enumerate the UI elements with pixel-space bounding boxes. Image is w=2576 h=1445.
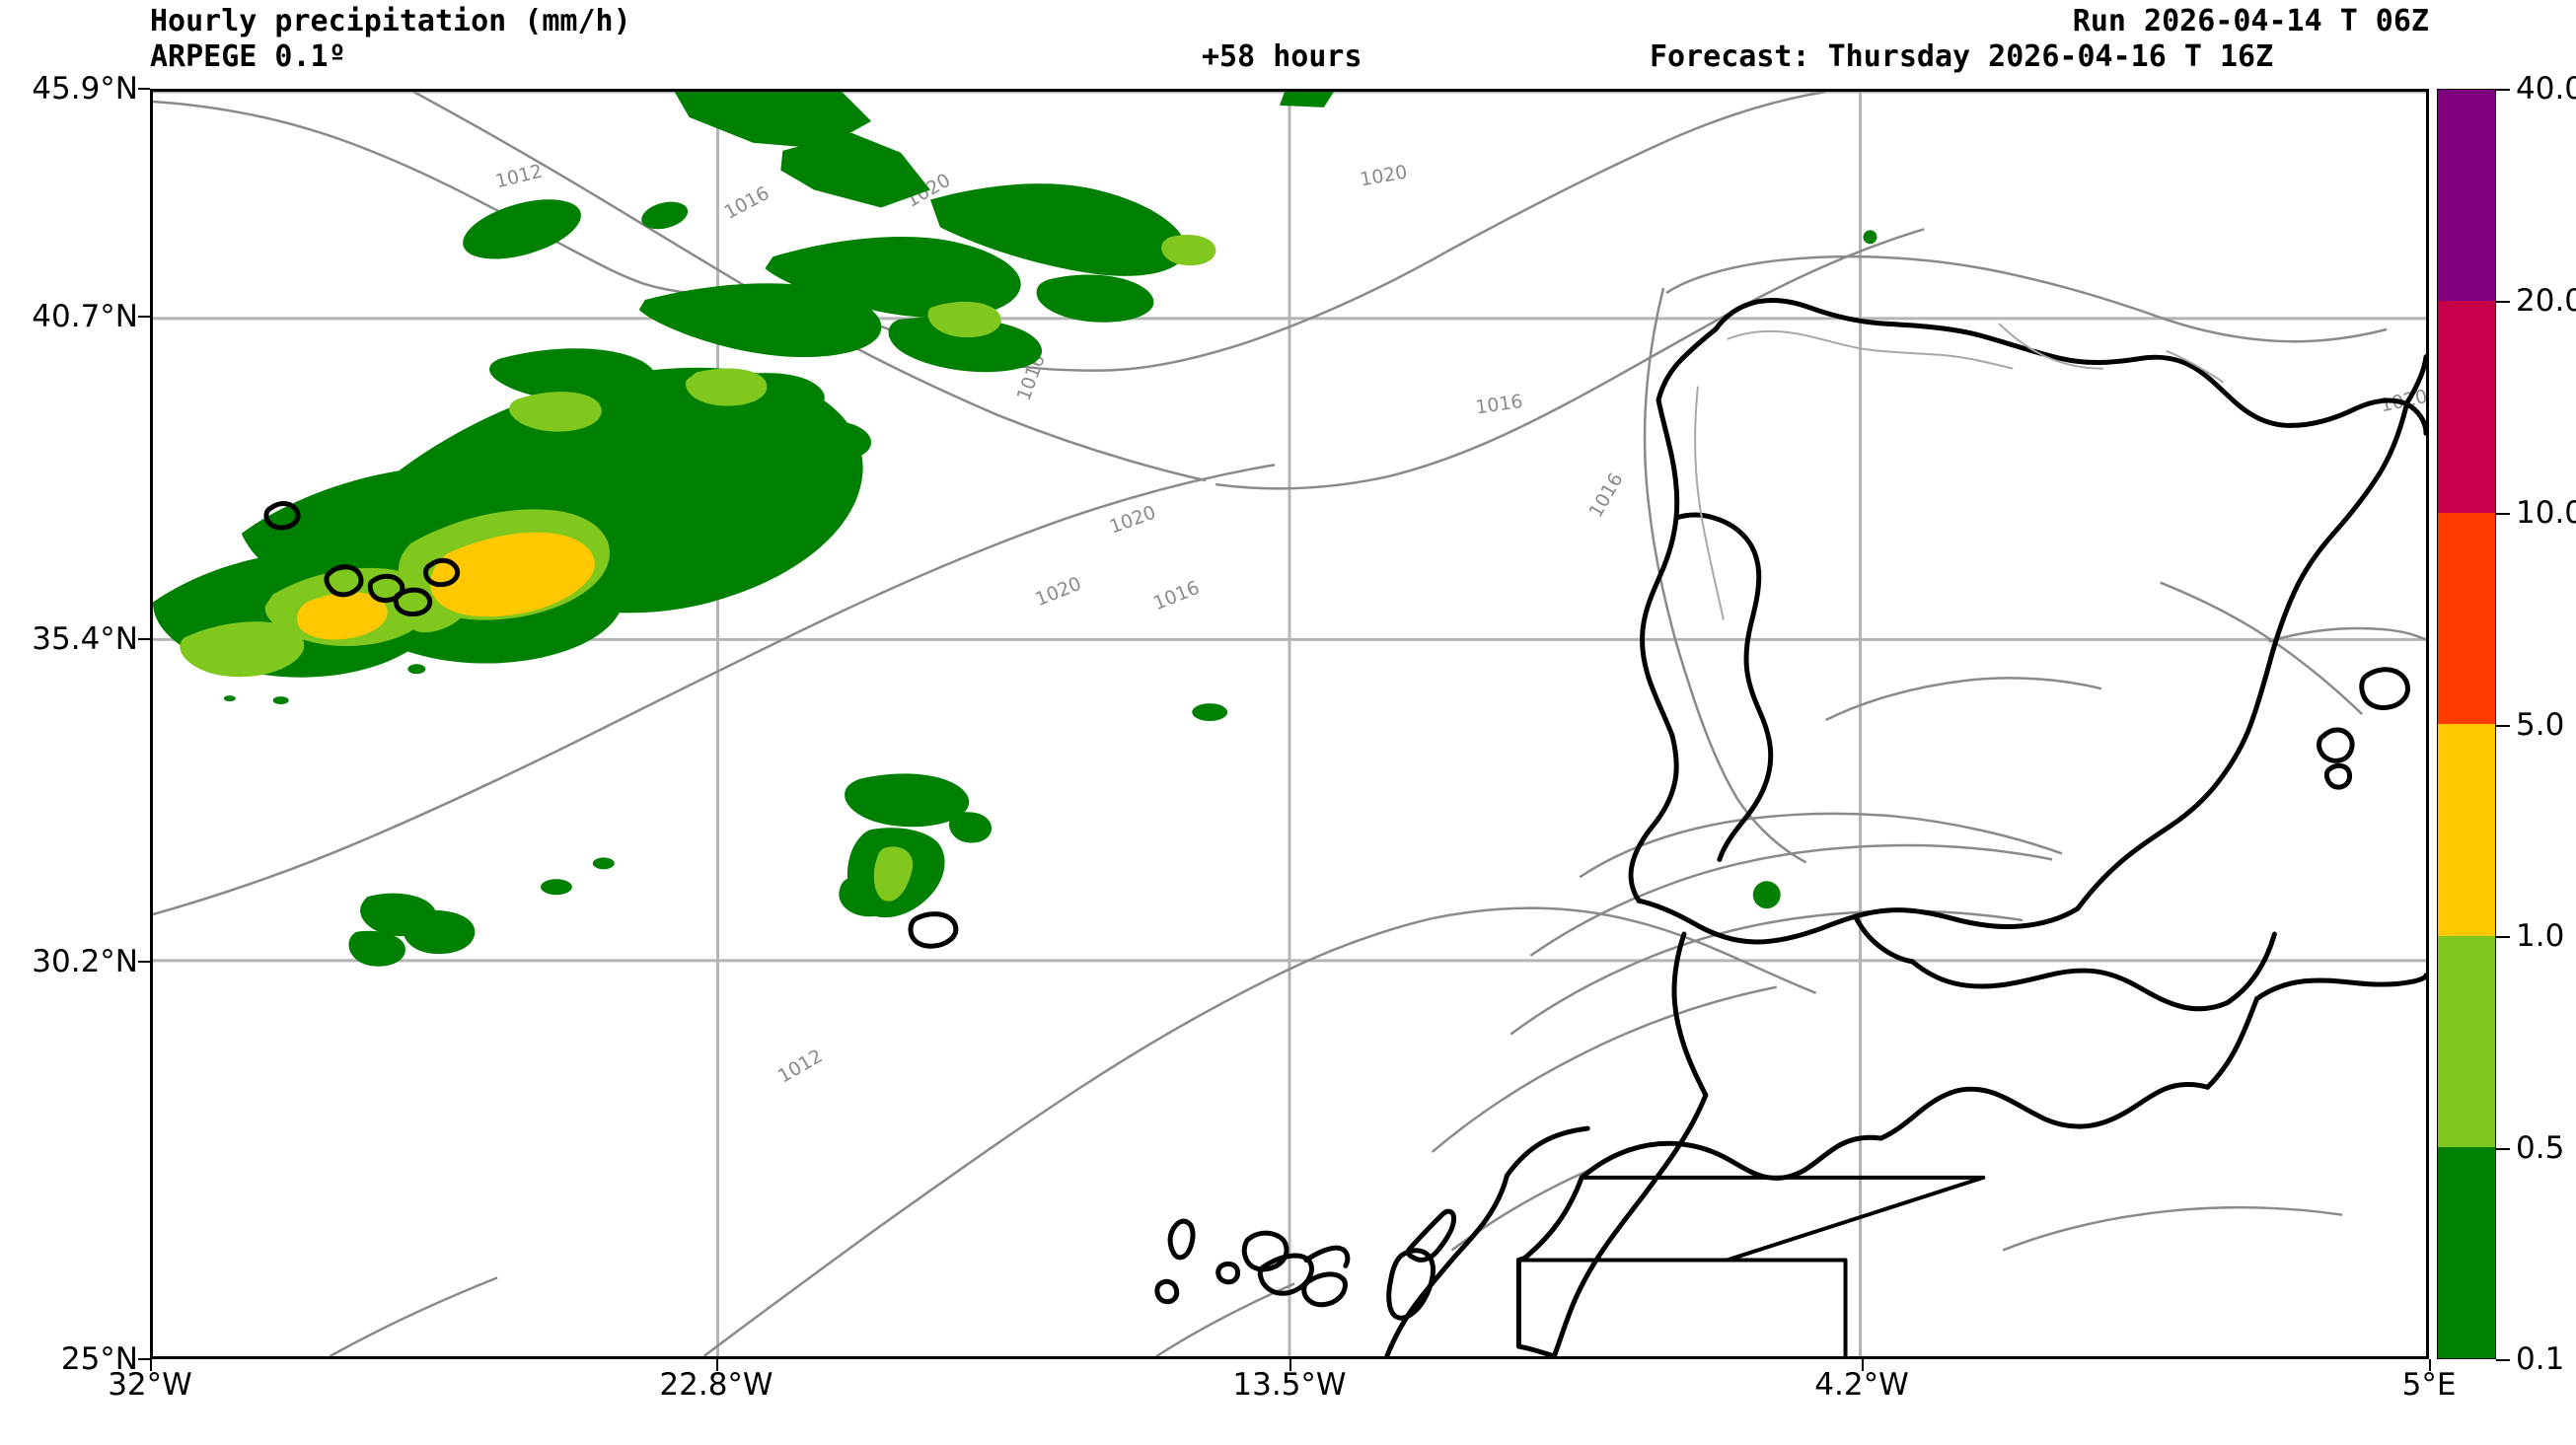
y-tick-label-2: 35.4°N: [32, 621, 138, 657]
svg-text:1020: 1020: [1107, 501, 1159, 538]
x-tick-label-3: 4.2°W: [1814, 1367, 1909, 1403]
map-gridlines: [153, 92, 2426, 1356]
map-canvas: 1012 1016 1020 1020 1020 1016 1016 1020 …: [153, 92, 2426, 1356]
inland-boundaries: [1694, 323, 2225, 620]
x-tick-3: [1862, 1359, 1864, 1371]
colorbar-tick-40: [2496, 89, 2510, 91]
model-subtitle: ARPEGE 0.1º: [150, 39, 346, 74]
svg-text:1016: 1016: [1474, 391, 1524, 418]
colorbar-label-0.5: 0.5: [2516, 1130, 2565, 1166]
colorbar-tick-0.1: [2496, 1359, 2510, 1361]
x-tick-label-2: 13.5°W: [1232, 1367, 1347, 1403]
x-tick-4: [2429, 1359, 2431, 1371]
colorbar-label-40: 40.0: [2516, 71, 2576, 107]
colorbar-band-0.1-0.5: [2438, 1146, 2495, 1358]
colorbar-tick-1: [2496, 936, 2510, 938]
isobar-contours: [153, 92, 2426, 1356]
svg-text:1012: 1012: [774, 1046, 827, 1088]
x-tick-1: [716, 1359, 718, 1371]
svg-text:1020: 1020: [1359, 161, 1409, 190]
colorbar-label-1: 1.0: [2516, 918, 2565, 954]
colorbar-label-20: 20.0: [2516, 283, 2576, 319]
y-tick-3: [138, 961, 150, 963]
y-tick-1: [138, 316, 150, 318]
svg-text:1016: 1016: [1584, 470, 1627, 522]
y-tick-label-4: 25°N: [60, 1341, 138, 1377]
colorbar-band-10-20: [2438, 301, 2495, 513]
map-graphics: 1012 1016 1020 1020 1020 1016 1016 1020 …: [153, 92, 2426, 1356]
colorbar-tick-0.5: [2496, 1148, 2510, 1150]
svg-text:1016: 1016: [1150, 577, 1203, 614]
x-tick-label-4: 5°E: [2401, 1367, 2457, 1403]
forecast-datetime-label: Forecast: Thursday 2026-04-16 T 16Z: [1650, 39, 2274, 74]
colorbar-band-0.5-1: [2438, 935, 2495, 1147]
colorbar-tick-10: [2496, 513, 2510, 515]
colorbar-label-5: 5.0: [2516, 707, 2565, 743]
y-tick-0: [138, 88, 150, 90]
chart-title: Hourly precipitation (mm/h): [150, 4, 631, 38]
colorbar-band-5-10: [2438, 512, 2495, 725]
lead-time-label: +58 hours: [1202, 39, 1362, 74]
x-tick-label-1: 22.8°W: [659, 1367, 773, 1403]
x-tick-label-0: 32°W: [108, 1367, 192, 1403]
run-datetime-label: Run 2026-04-14 T 06Z: [2072, 4, 2429, 38]
coastlines: [263, 297, 2426, 1356]
precipitation-field: [153, 92, 1877, 967]
y-tick-label-1: 40.7°N: [32, 299, 138, 334]
svg-text:1020: 1020: [1032, 573, 1084, 611]
colorbar-tick-20: [2496, 301, 2510, 303]
y-tick-4: [138, 1358, 150, 1360]
y-tick-label-3: 30.2°N: [32, 944, 138, 979]
colorbar-label-0.1: 0.1: [2516, 1341, 2565, 1377]
colorbar-band-1-5: [2438, 724, 2495, 936]
x-tick-2: [1289, 1359, 1291, 1371]
svg-text:1016: 1016: [720, 182, 773, 224]
colorbar: [2437, 89, 2496, 1359]
map-plot-area: 1012 1016 1020 1020 1020 1016 1016 1020 …: [150, 89, 2429, 1359]
y-tick-label-0: 45.9°N: [32, 71, 138, 107]
colorbar-tick-5: [2496, 725, 2510, 727]
svg-text:1012: 1012: [493, 160, 545, 192]
y-tick-2: [138, 638, 150, 640]
colorbar-band-20-40: [2438, 90, 2495, 302]
x-tick-0: [150, 1359, 152, 1371]
colorbar-label-10: 10.0: [2516, 495, 2576, 531]
